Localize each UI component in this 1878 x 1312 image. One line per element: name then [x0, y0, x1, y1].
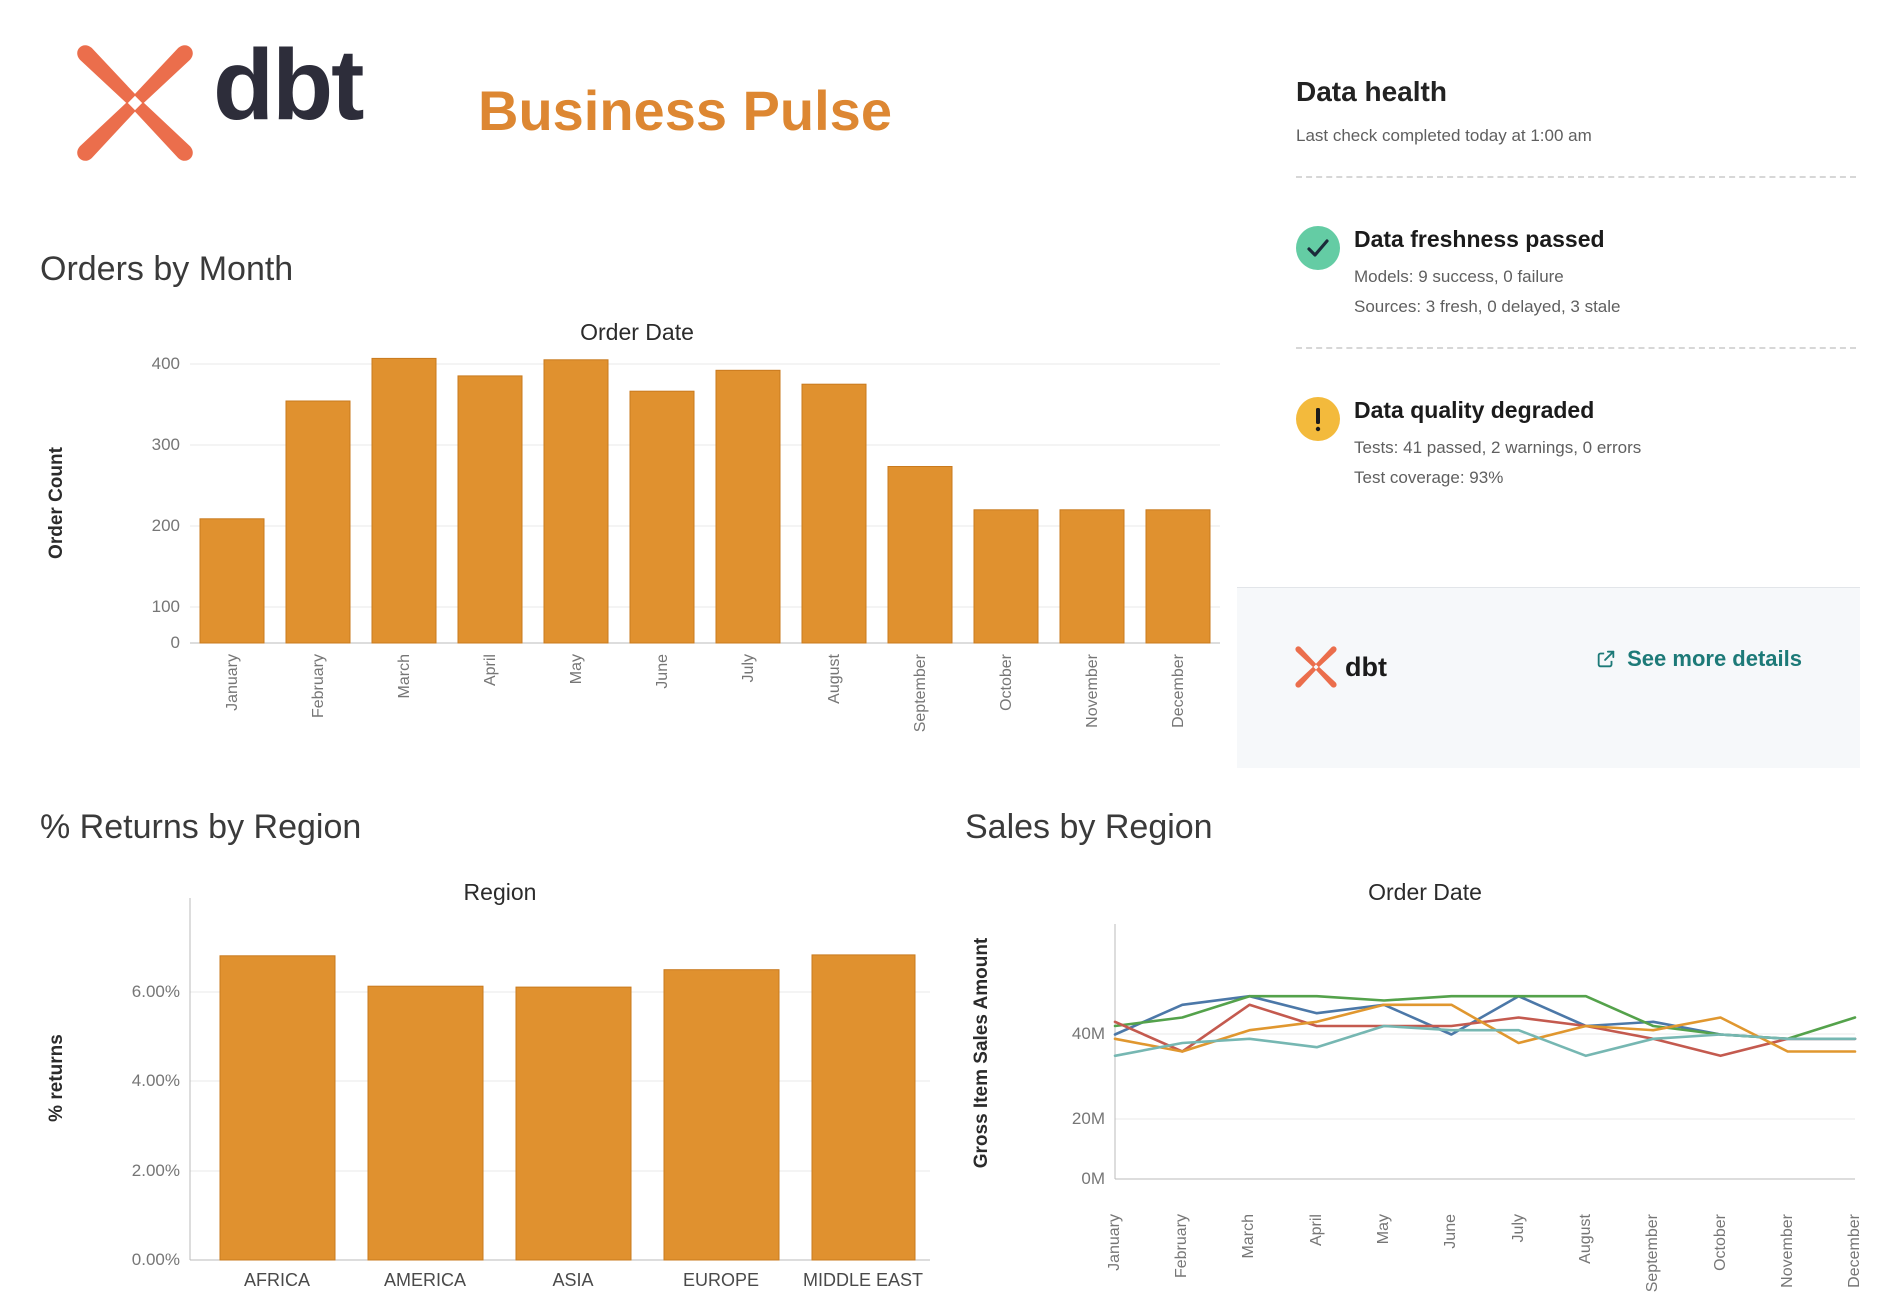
- svg-text:July: July: [1510, 1214, 1527, 1242]
- svg-text:Order Date: Order Date: [1368, 879, 1482, 905]
- svg-text:November: November: [1779, 1213, 1796, 1287]
- svg-text:March: March: [1240, 1214, 1257, 1258]
- svg-text:40M: 40M: [1072, 1024, 1105, 1043]
- svg-text:April: April: [482, 654, 499, 686]
- svg-text:December: December: [1846, 1213, 1863, 1287]
- svg-text:August: August: [1577, 1213, 1594, 1263]
- svg-text:March: March: [396, 654, 413, 698]
- svg-text:400: 400: [152, 354, 180, 373]
- svg-text:June: June: [654, 654, 671, 689]
- svg-text:April: April: [1308, 1214, 1325, 1246]
- svg-text:June: June: [1442, 1214, 1459, 1249]
- svg-text:MIDDLE EAST: MIDDLE EAST: [803, 1270, 923, 1290]
- svg-text:Region: Region: [464, 879, 537, 905]
- svg-text:Gross Item Sales Amount: Gross Item Sales Amount: [971, 937, 992, 1168]
- svg-text:2.00%: 2.00%: [132, 1161, 180, 1180]
- svg-text:0.00%: 0.00%: [132, 1250, 180, 1269]
- svg-text:November: November: [1084, 653, 1101, 727]
- svg-text:Order Count: Order Count: [46, 446, 67, 559]
- svg-text:January: January: [224, 654, 241, 711]
- svg-text:October: October: [998, 653, 1015, 711]
- svg-text:300: 300: [152, 435, 180, 454]
- svg-text:July: July: [740, 654, 757, 682]
- svg-text:AMERICA: AMERICA: [384, 1270, 466, 1290]
- svg-text:February: February: [1173, 1214, 1190, 1278]
- svg-text:May: May: [568, 654, 585, 684]
- svg-text:0M: 0M: [1081, 1169, 1105, 1188]
- svg-text:200: 200: [152, 516, 180, 535]
- svg-text:100: 100: [152, 597, 180, 616]
- svg-text:EUROPE: EUROPE: [683, 1270, 759, 1290]
- svg-text:0: 0: [171, 633, 180, 652]
- svg-text:% returns: % returns: [46, 1034, 67, 1122]
- svg-text:October: October: [1712, 1213, 1729, 1271]
- svg-text:January: January: [1106, 1214, 1123, 1271]
- svg-text:February: February: [310, 654, 327, 718]
- svg-text:ASIA: ASIA: [552, 1270, 593, 1290]
- svg-text:AFRICA: AFRICA: [244, 1270, 310, 1290]
- svg-text:December: December: [1170, 653, 1187, 727]
- svg-text:6.00%: 6.00%: [132, 982, 180, 1001]
- svg-text:September: September: [1644, 1213, 1661, 1292]
- svg-text:September: September: [912, 653, 929, 732]
- svg-text:20M: 20M: [1072, 1109, 1105, 1128]
- svg-text:May: May: [1375, 1214, 1392, 1244]
- svg-text:Order Date: Order Date: [580, 319, 694, 345]
- svg-text:4.00%: 4.00%: [132, 1071, 180, 1090]
- svg-text:August: August: [826, 653, 843, 703]
